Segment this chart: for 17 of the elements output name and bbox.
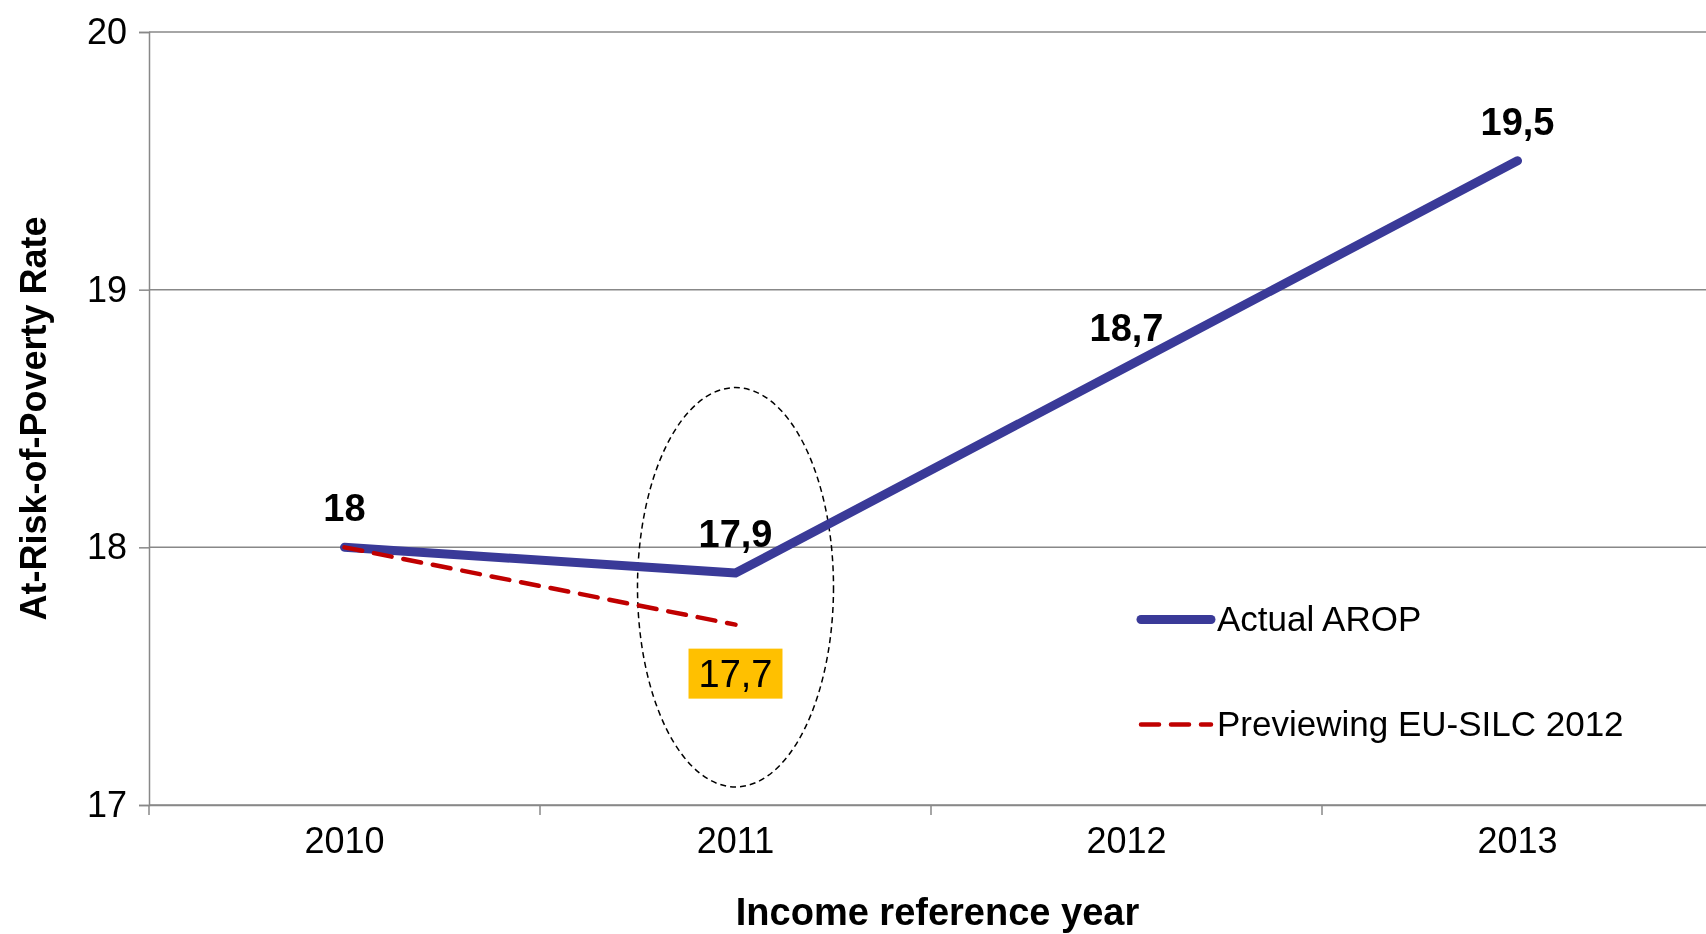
y-tick-label: 19 <box>86 268 127 310</box>
x-tick-label: 2010 <box>304 819 385 861</box>
data-label: 17,9 <box>698 513 773 556</box>
data-label: 17,7 <box>698 652 773 695</box>
y-tick-label: 17 <box>86 784 127 826</box>
legend-label: Previewing EU-SILC 2012 <box>1217 704 1624 744</box>
data-label: 18,7 <box>1089 306 1164 349</box>
x-tick-label: 2011 <box>696 819 775 861</box>
data-label: 18 <box>323 487 366 530</box>
y-axis-title: At-Risk-of-Poverty Rate <box>13 216 54 621</box>
y-tick-label: 20 <box>86 11 127 53</box>
x-tick-label: 2012 <box>1086 819 1167 861</box>
x-axis-title: Income reference year <box>735 891 1140 933</box>
y-tick-label: 18 <box>86 526 127 568</box>
legend-label: Actual AROP <box>1217 599 1422 639</box>
x-tick-label: 2013 <box>1477 819 1558 861</box>
data-label: 19,5 <box>1480 100 1555 143</box>
